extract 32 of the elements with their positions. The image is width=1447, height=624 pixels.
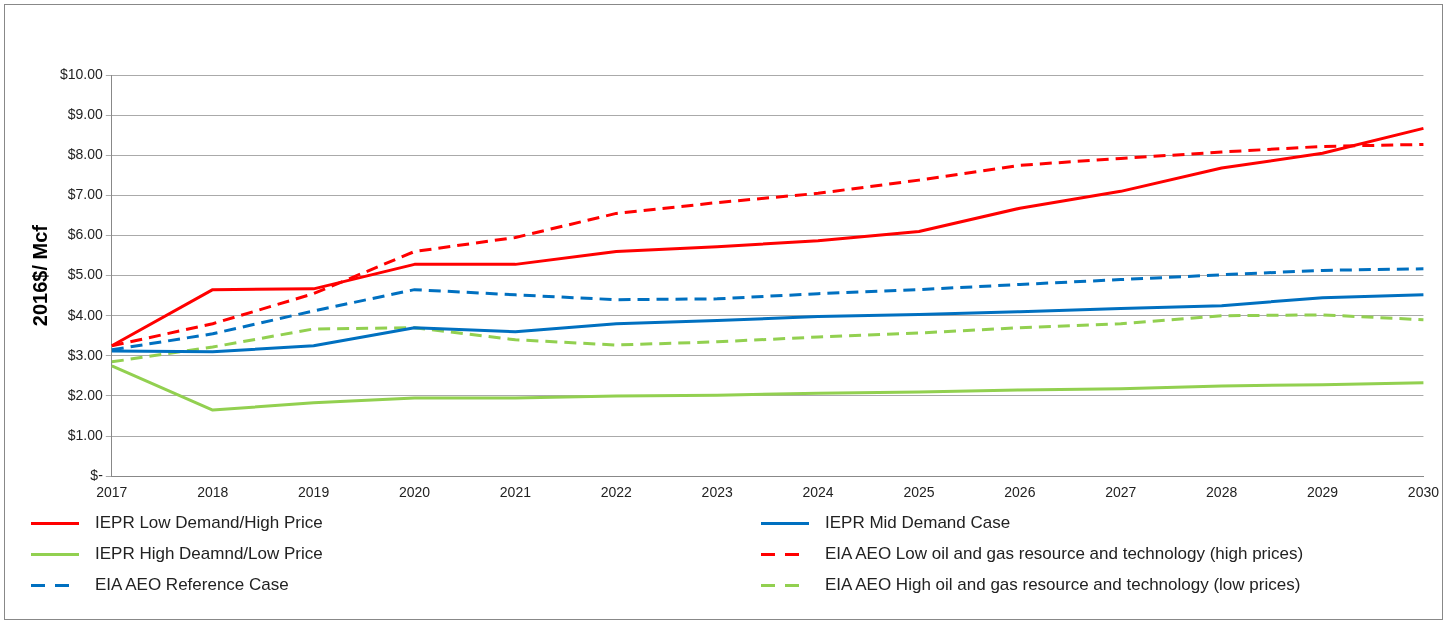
y-axis-title: 2016$/ Mcf	[28, 224, 51, 327]
x-tick-label: 2018	[197, 484, 229, 501]
y-tick-label: $3.00	[67, 346, 104, 363]
x-tick-label: 2022	[600, 484, 633, 501]
x-tick-label: 2024	[802, 484, 834, 501]
legend-label: EIA AEO Reference Case	[95, 575, 289, 595]
y-tick-label: $10.00	[59, 65, 104, 82]
x-tick-label: 2025	[903, 484, 935, 501]
y-tick-label: $7.00	[67, 186, 104, 203]
x-tick-label: 2023	[701, 484, 733, 501]
y-tick-label: $4.00	[67, 306, 104, 323]
y-tick-label: $8.00	[67, 146, 104, 163]
y-tick-label: $-	[90, 467, 104, 484]
x-tick-label: 2026	[1004, 484, 1036, 501]
y-tick-label: $2.00	[67, 386, 104, 403]
x-tick-label: 2021	[499, 484, 532, 501]
x-tick-label: 2019	[298, 484, 330, 501]
y-tick-label: $6.00	[67, 226, 104, 243]
legend-label: IEPR Mid Demand Case	[825, 513, 1011, 533]
x-tick-label: 2017	[96, 484, 128, 501]
y-tick-label: $5.00	[67, 266, 104, 283]
x-tick-label: 2029	[1306, 484, 1339, 501]
y-tick-label: $1.00	[67, 426, 104, 443]
x-tick-label: 2020	[398, 484, 431, 501]
legend-label: EIA AEO Low oil and gas resource and technology (high prices)	[825, 544, 1304, 564]
x-tick-label: 2027	[1105, 484, 1137, 501]
x-tick-label: 2028	[1206, 484, 1238, 501]
x-tick-label: 2030	[1407, 484, 1440, 501]
legend-label: EIA AEO High oil and gas resource and technology (low prices)	[825, 575, 1301, 595]
y-tick-label: $9.00	[67, 105, 104, 122]
legend-label: IEPR High Deamnd/Low Price	[95, 544, 323, 564]
legend-label: IEPR Low Demand/High Price	[95, 513, 323, 533]
